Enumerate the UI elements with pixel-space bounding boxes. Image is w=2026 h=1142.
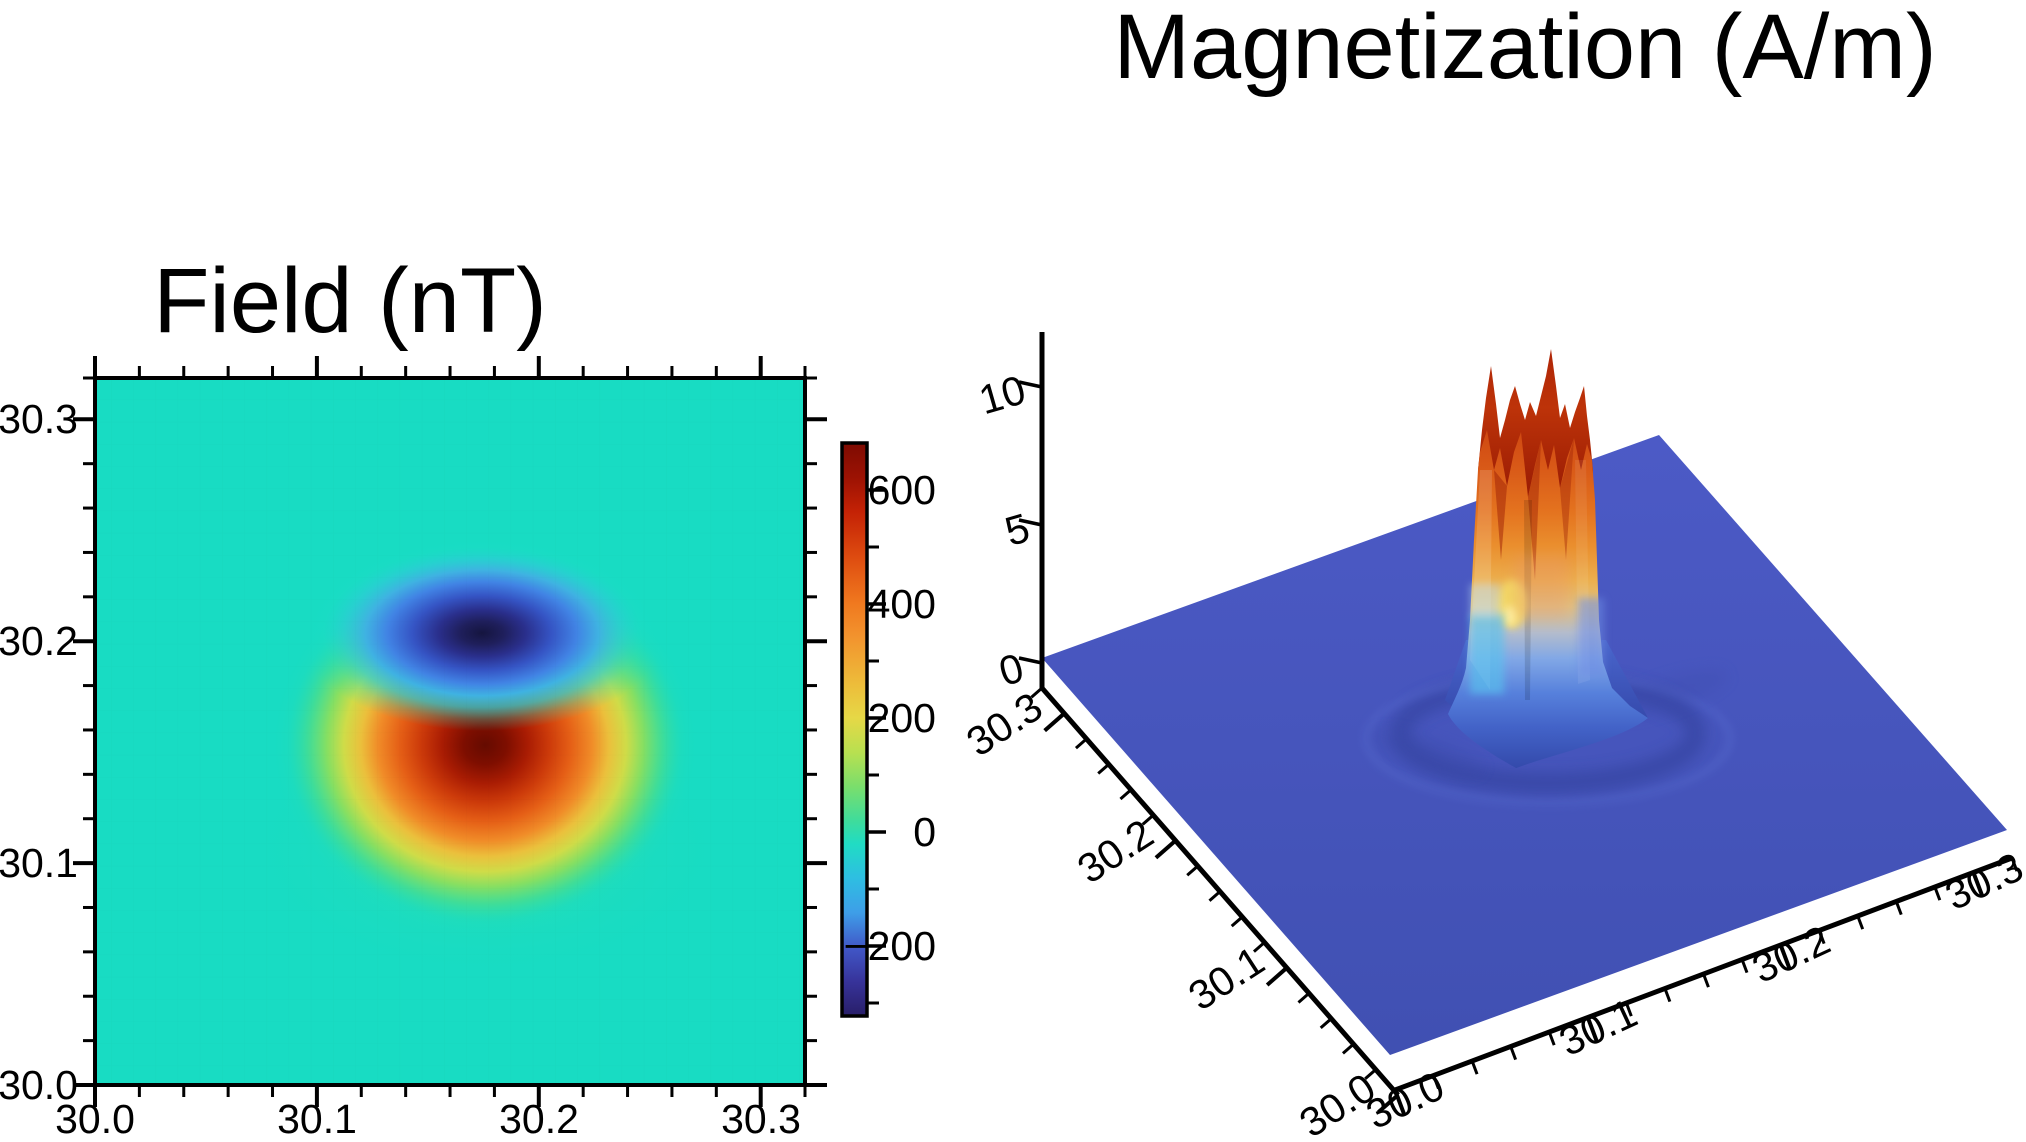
tick-mark xyxy=(1778,944,1792,971)
tick-mark xyxy=(1119,788,1132,801)
tick-mark xyxy=(1971,871,1985,898)
colorbar-frame xyxy=(840,441,869,1018)
x-tick-label: 30.3 xyxy=(721,1096,801,1142)
y-tick-label: 30.3 xyxy=(0,396,78,442)
tick-mark xyxy=(1432,1074,1440,1090)
tick-mark xyxy=(1297,992,1310,1004)
axes-3d-ticks xyxy=(1018,380,2019,1116)
y-tick-label: 30.1 xyxy=(0,840,78,886)
tick-mark xyxy=(1470,1060,1479,1075)
x-tick-label: 30.0 xyxy=(55,1096,135,1142)
y-tick-label: 30.0 xyxy=(0,1062,78,1108)
tower-cyan-face xyxy=(1470,614,1504,694)
field-map-panel: Field (nT) 30.0 30.1 30.2 30.3 30.3 30.2… xyxy=(0,250,827,1142)
tick-mark xyxy=(1018,656,1043,665)
field-heatmap-pixel-texture xyxy=(95,378,805,1085)
tick-mark xyxy=(1341,1042,1355,1055)
magnetization-title: Magnetization (A/m) xyxy=(1113,0,1936,98)
plane-ripple-left xyxy=(1372,730,1484,774)
colorbar-labels: 600 400 200 0 −200 xyxy=(844,467,936,969)
magnetization-panel: Magnetization (A/m) xyxy=(958,0,2026,1142)
tick-mark xyxy=(2010,857,2019,872)
colorbar-label: 200 xyxy=(868,695,936,741)
tick-mark xyxy=(1547,1031,1556,1046)
tower-salmon-tint xyxy=(1515,556,1570,618)
tick-mark xyxy=(1624,1002,1633,1017)
y-axis-3d-tick-label: 30.2 xyxy=(1069,810,1161,892)
x-tick-label: 30.2 xyxy=(499,1096,579,1142)
tick-mark xyxy=(1319,1017,1333,1030)
y-axis-3d-tick-label: 30.3 xyxy=(958,683,1050,765)
tick-mark xyxy=(1186,864,1199,877)
z-tick-label: 10 xyxy=(974,366,1031,423)
colorbar-label: −200 xyxy=(844,923,936,969)
tick-mark xyxy=(1702,973,1710,988)
tick-mark xyxy=(1377,1093,1400,1114)
tick-mark xyxy=(1208,890,1221,902)
field-map-y-tick-labels: 30.3 30.2 30.1 30.0 xyxy=(0,396,78,1108)
tick-mark xyxy=(1933,886,1942,901)
colorbar-label: 600 xyxy=(868,467,936,513)
tower-yellow-highlight-core xyxy=(1503,606,1517,626)
tick-mark xyxy=(1817,929,1826,945)
colorbar-label: 0 xyxy=(913,809,936,855)
tick-mark xyxy=(1509,1045,1518,1061)
colorbar-label: 400 xyxy=(868,581,936,627)
tick-mark xyxy=(1074,737,1088,750)
tick-mark xyxy=(1230,915,1244,928)
z-axis-labels: 10 5 0 xyxy=(974,366,1035,695)
field-map-title: Field (nT) xyxy=(153,250,547,352)
tick-mark xyxy=(1585,1016,1599,1043)
field-map-x-tick-labels: 30.0 30.1 30.2 30.3 xyxy=(55,1096,801,1142)
tick-mark xyxy=(1894,900,1903,916)
tick-mark xyxy=(1154,839,1177,860)
tick-mark xyxy=(1265,966,1289,987)
tick-mark xyxy=(1252,941,1266,953)
colorbar: 600 400 200 0 −200 xyxy=(840,441,936,1018)
tower-facet-shadows xyxy=(1494,438,1574,580)
tower-cornflower-face xyxy=(1578,598,1604,676)
tick-mark xyxy=(1663,987,1672,1003)
colorbar-gradient xyxy=(842,443,867,1016)
tick-mark xyxy=(1740,958,1749,974)
x-tick-label: 30.1 xyxy=(277,1096,357,1142)
tick-mark xyxy=(1030,686,1043,699)
tick-mark xyxy=(1393,1089,1407,1116)
tick-mark xyxy=(1141,814,1155,826)
field-map-ticks xyxy=(73,356,827,1107)
tick-mark xyxy=(1097,763,1110,775)
tower-pale-band xyxy=(1470,584,1500,618)
tick-mark xyxy=(1018,380,1043,389)
z-tick-label: 5 xyxy=(1000,504,1035,555)
tick-mark xyxy=(1856,915,1865,930)
tick-mark xyxy=(1018,518,1043,527)
y-tick-label: 30.2 xyxy=(0,618,78,664)
tick-mark xyxy=(1364,1068,1377,1080)
colorbar-ticks xyxy=(867,488,886,1005)
x-axis-3d-tick-label: 30.3 xyxy=(1938,844,2026,919)
tick-mark xyxy=(1043,711,1066,733)
